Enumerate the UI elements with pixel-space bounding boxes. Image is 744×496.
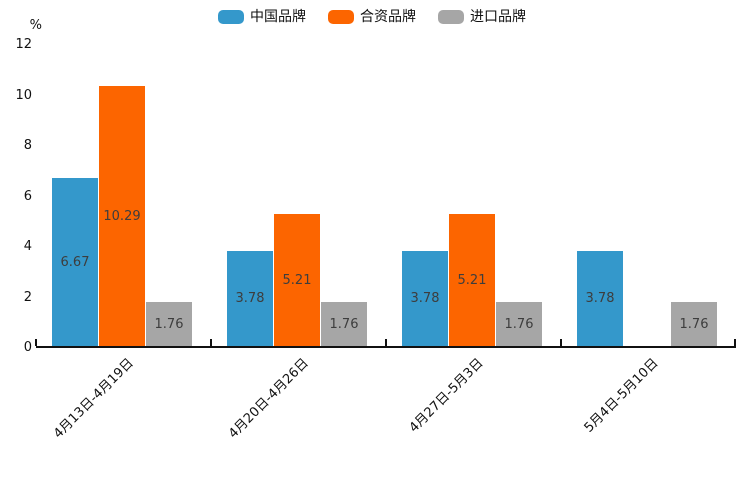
- x-axis-tick: [734, 339, 736, 346]
- y-axis-tick-label: 2: [23, 289, 32, 305]
- bar-value-label: 1.76: [154, 316, 184, 332]
- y-axis-tick-label: 6: [23, 188, 32, 204]
- legend-swatch-icon: [218, 10, 244, 24]
- x-axis-tick: [385, 339, 387, 346]
- legend-label: 合资品牌: [360, 9, 416, 25]
- x-axis-category-label: 5月4日-5月10日: [581, 355, 662, 436]
- legend-swatch-icon: [328, 10, 354, 24]
- bar-value-label: 1.76: [504, 316, 534, 332]
- bar[interactable]: 3.78: [577, 251, 623, 346]
- y-axis-tick-label: 10: [15, 87, 32, 103]
- bar-value-label: 5.21: [282, 272, 312, 288]
- legend-item[interactable]: 合资品牌: [328, 8, 416, 26]
- x-axis-category-label: 4月20日-4月26日: [226, 355, 312, 442]
- legend-label: 中国品牌: [250, 9, 306, 25]
- y-axis-tick-label: 12: [15, 37, 32, 52]
- bar[interactable]: 1.76: [671, 302, 717, 346]
- bar-value-label: 3.78: [585, 291, 615, 306]
- legend-label: 进口品牌: [470, 9, 526, 25]
- legend-item[interactable]: 进口品牌: [438, 8, 526, 26]
- bar-value-label: 1.76: [679, 316, 709, 332]
- bar-value-label: 3.78: [410, 291, 440, 306]
- y-axis-unit-label: %: [29, 18, 42, 33]
- bar[interactable]: 3.78: [402, 251, 448, 346]
- x-axis-tick: [560, 339, 562, 346]
- legend-swatch-icon: [438, 10, 464, 24]
- bar[interactable]: 1.76: [496, 302, 542, 346]
- bar-value-label: 3.78: [235, 291, 265, 306]
- bar[interactable]: 10.29: [99, 86, 145, 346]
- legend-item[interactable]: 中国品牌: [218, 8, 306, 26]
- bar-value-label: 10.29: [103, 208, 141, 224]
- plot-area: 6.67 3.78 3.78 3.78 10.29 5.21 5.21 1.76 1.76 1.7…: [35, 45, 736, 348]
- y-axis-tick-label: 8: [23, 138, 32, 153]
- bar-value-label: 5.21: [457, 272, 487, 288]
- bar-value-label: 1.76: [329, 316, 359, 332]
- bar[interactable]: 5.21: [274, 214, 320, 346]
- x-axis-category-label: 4月13日-4月19日: [51, 355, 137, 442]
- y-axis-tick-label: 4: [23, 239, 32, 254]
- y-axis-tick-label: 0: [23, 340, 32, 355]
- bar[interactable]: 5.21: [449, 214, 495, 346]
- bar[interactable]: 1.76: [146, 302, 192, 346]
- chart-legend: 中国品牌 合资品牌 进口品牌: [0, 8, 744, 26]
- bar[interactable]: 3.78: [227, 251, 273, 346]
- bar-value-label: 6.67: [60, 254, 90, 270]
- x-axis-tick: [210, 339, 212, 346]
- bar[interactable]: 1.76: [321, 302, 367, 346]
- bar[interactable]: 6.67: [52, 178, 98, 346]
- x-axis-category-label: 4月27日-5月3日: [406, 355, 487, 436]
- x-axis-tick: [35, 339, 37, 346]
